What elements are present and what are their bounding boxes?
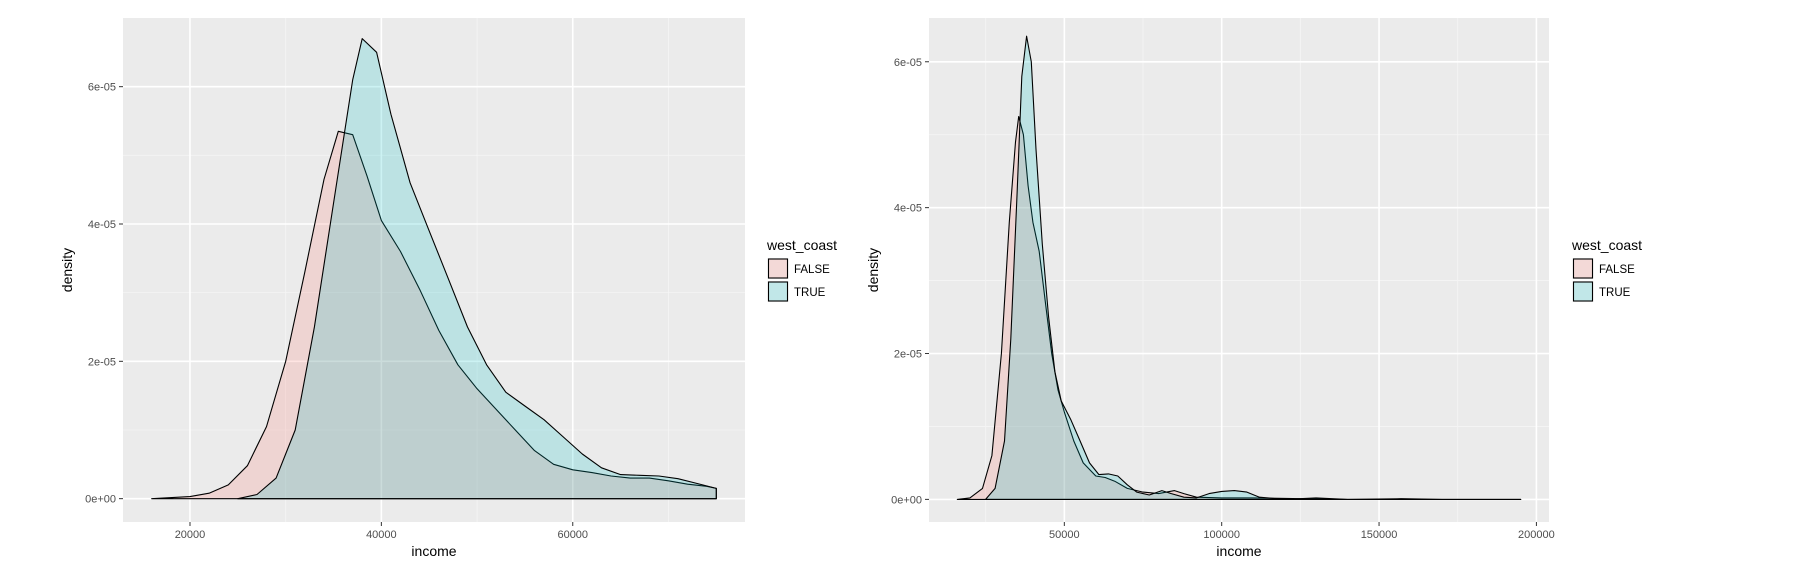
x-tick-label: 150000 [1361,529,1398,541]
x-axis-title: income [411,543,456,559]
legend-key-true [767,281,789,302]
density-area-true [237,38,717,500]
legend-key-background [1572,258,1594,279]
x-tick-label: 40000 [366,529,397,541]
density-area-true [985,35,1522,500]
chart-panel-1: 20000 40000 60000 0e+00 2e-05 4e-05 6e-05 incom… [59,18,837,559]
y-tick-label: 2e-05 [88,356,116,368]
plot-panel-background [123,18,745,522]
x-tick-label: 60000 [557,529,588,541]
x-tick-label: 100000 [1203,529,1240,541]
y-tick-label: 0e+00 [85,494,116,506]
y-tick-label: 6e-05 [88,82,116,94]
plot-panel-background [929,18,1549,522]
x-tick-label: 20000 [175,529,206,541]
legend: west_coast FALSE TRUE [1571,237,1642,302]
legend-key-background [1572,281,1594,302]
y-tick-label: 0e+00 [891,494,922,506]
legend-label-false: FALSE [1599,264,1635,276]
y-tick-label: 2e-05 [894,349,922,361]
legend-key-background [767,258,789,279]
density-area-false [151,130,717,500]
legend-label-false: FALSE [794,264,830,276]
density-area-false [956,115,1522,500]
legend-key-true [1572,281,1594,302]
legend-key-false [1572,258,1594,279]
y-axis-title: density [865,248,881,292]
legend: west_coast FALSE TRUE [766,237,837,302]
y-tick-label: 4e-05 [894,203,922,215]
y-tick-label: 4e-05 [88,219,116,231]
legend-title: west_coast [766,237,837,253]
legend-label-true: TRUE [1599,287,1631,299]
legend-title: west_coast [1571,237,1642,253]
x-axis-title: income [1216,543,1261,559]
x-tick-label: 50000 [1049,529,1080,541]
y-tick-label: 6e-05 [894,57,922,69]
chart-panel-2: 50000 100000 150000 200000 0e+00 2e-05 4e-05 6e… [865,18,1642,559]
y-axis-title: density [59,248,75,292]
legend-key-background [767,281,789,302]
legend-key-false [767,258,789,279]
legend-label-true: TRUE [794,287,826,299]
x-tick-label: 200000 [1518,529,1555,541]
